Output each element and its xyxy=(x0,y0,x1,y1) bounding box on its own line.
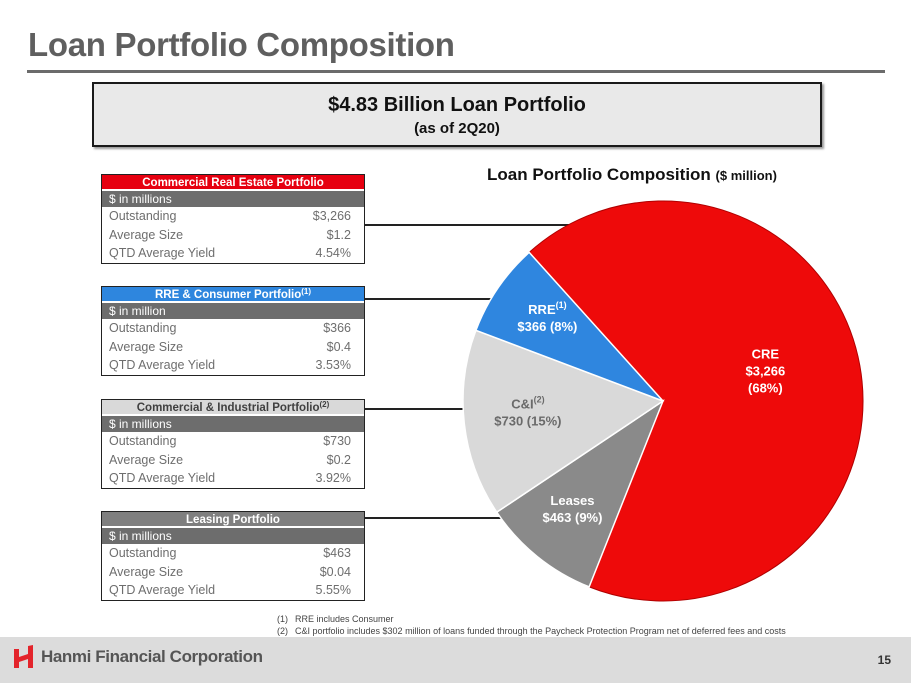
table-row: QTD Average Yield 3.92% xyxy=(102,469,364,488)
slice-label-value: $463 (9%) xyxy=(542,510,602,525)
slice-label-value: $730 (15%) xyxy=(494,413,561,428)
row-value: $0.04 xyxy=(319,564,351,579)
ci-connector-line xyxy=(365,408,465,410)
row-label: Average Size xyxy=(109,564,184,579)
row-value: $1.2 xyxy=(326,227,351,242)
chart-subtitle: ($ million) xyxy=(715,168,777,183)
row-label: Average Size xyxy=(109,227,184,242)
table-title: Commercial Real Estate Portfolio xyxy=(142,177,324,189)
table-units: $ in million xyxy=(102,303,364,319)
table-row: Outstanding $366 xyxy=(102,319,364,338)
row-label: QTD Average Yield xyxy=(109,583,216,597)
slice-label-value: $3,266 xyxy=(745,364,785,379)
slice-label-value: (68%) xyxy=(748,381,783,396)
leases-connector-line xyxy=(365,517,508,519)
footnote-number: (1) xyxy=(277,614,288,624)
table-row: Average Size $0.4 xyxy=(102,338,364,357)
table-title: RRE & Consumer Portfolio xyxy=(154,289,302,301)
table-title: Leasing Portfolio xyxy=(186,514,280,526)
summary-date: (as of 2Q20) xyxy=(414,120,500,137)
hanmi-logo-icon xyxy=(14,645,33,668)
company-name: Hanmi Financial Corporation xyxy=(41,647,263,666)
row-value: $0.4 xyxy=(326,339,351,354)
row-label: QTD Average Yield xyxy=(109,471,216,485)
pie-slice-ci xyxy=(462,329,665,514)
footnotes: (1) RRE includes Consumer (2) C&I portfoli… xyxy=(277,613,786,637)
rre-portfolio-table: RRE & Consumer Portfolio(1) $ in million… xyxy=(101,286,365,376)
pie-slice-rre xyxy=(474,251,664,402)
table-title: Commercial & Industrial Portfolio xyxy=(136,402,320,414)
row-value: $0.2 xyxy=(326,452,351,467)
row-value: 3.92% xyxy=(315,471,351,485)
row-value: $730 xyxy=(323,434,351,448)
footnote-ref: (2) xyxy=(319,400,330,409)
company-logo: Hanmi Financial Corporation xyxy=(13,645,263,669)
rre-connector-line xyxy=(365,298,500,300)
cre-connector-line xyxy=(365,224,572,226)
row-value: $3,266 xyxy=(312,209,351,223)
ci-portfolio-table: Commercial & Industrial Portfolio(2) $ i… xyxy=(101,399,365,489)
table-row: QTD Average Yield 5.55% xyxy=(102,581,364,600)
cre-portfolio-table: Commercial Real Estate Portfolio $ in mi… xyxy=(101,174,365,264)
footnote-ref: (1) xyxy=(301,287,312,296)
row-value: $366 xyxy=(323,321,351,335)
table-row: Outstanding $463 xyxy=(102,544,364,563)
table-header: Leasing Portfolio xyxy=(102,512,364,528)
footnote-text: RRE includes Consumer xyxy=(295,614,394,624)
footnote-text: C&I portfolio includes $302 million of l… xyxy=(295,626,786,636)
row-label: Outstanding xyxy=(109,546,177,560)
leasing-portfolio-table: Leasing Portfolio $ in millions Outstand… xyxy=(101,511,365,601)
row-value: 4.54% xyxy=(315,246,351,260)
footnote: (2) C&I portfolio includes $302 million o… xyxy=(277,625,786,637)
chart-title-text: Loan Portfolio Composition xyxy=(487,165,711,184)
table-row: Average Size $0.04 xyxy=(102,563,364,582)
title-divider xyxy=(27,70,885,73)
row-value: 5.55% xyxy=(315,583,351,597)
row-label: Outstanding xyxy=(109,434,177,448)
table-units: $ in millions xyxy=(102,191,364,207)
portfolio-summary-box: $4.83 Billion Loan Portfolio (as of 2Q20… xyxy=(92,82,822,147)
pie-slice-leases xyxy=(495,399,665,588)
table-row: Outstanding $730 xyxy=(102,432,364,451)
table-row: QTD Average Yield 3.53% xyxy=(102,356,364,375)
chart-title: Loan Portfolio Composition ($ million) xyxy=(487,165,777,185)
slice-label-name: Leases xyxy=(550,493,594,508)
row-label: Average Size xyxy=(109,339,184,354)
table-row: QTD Average Yield 4.54% xyxy=(102,244,364,263)
row-label: QTD Average Yield xyxy=(109,246,216,260)
slice-label-name: CRE xyxy=(752,347,780,362)
table-header: Commercial Real Estate Portfolio xyxy=(102,175,364,191)
table-units: $ in millions xyxy=(102,528,364,544)
footnote-number: (2) xyxy=(277,626,288,636)
slice-footnote-ref: (2) xyxy=(534,394,545,404)
row-label: Outstanding xyxy=(109,209,177,223)
slice-label-value: $366 (8%) xyxy=(517,319,577,334)
table-row: Outstanding $3,266 xyxy=(102,207,364,226)
pie-slice-cre xyxy=(528,200,864,602)
summary-total: $4.83 Billion Loan Portfolio xyxy=(328,94,586,116)
row-value: $463 xyxy=(323,546,351,560)
row-label: QTD Average Yield xyxy=(109,358,216,372)
row-label: Outstanding xyxy=(109,321,177,335)
table-header: Commercial & Industrial Portfolio(2) xyxy=(102,400,364,416)
table-header: RRE & Consumer Portfolio(1) xyxy=(102,287,364,303)
footer: Hanmi Financial Corporation 15 xyxy=(0,637,911,683)
table-units: $ in millions xyxy=(102,416,364,432)
footnote: (1) RRE includes Consumer xyxy=(277,613,786,625)
slice-footnote-ref: (1) xyxy=(556,300,567,310)
row-value: 3.53% xyxy=(315,358,351,372)
table-row: Average Size $0.2 xyxy=(102,451,364,470)
page-number: 15 xyxy=(877,653,891,667)
table-row: Average Size $1.2 xyxy=(102,226,364,245)
row-label: Average Size xyxy=(109,452,184,467)
page-title: Loan Portfolio Composition xyxy=(28,26,455,63)
